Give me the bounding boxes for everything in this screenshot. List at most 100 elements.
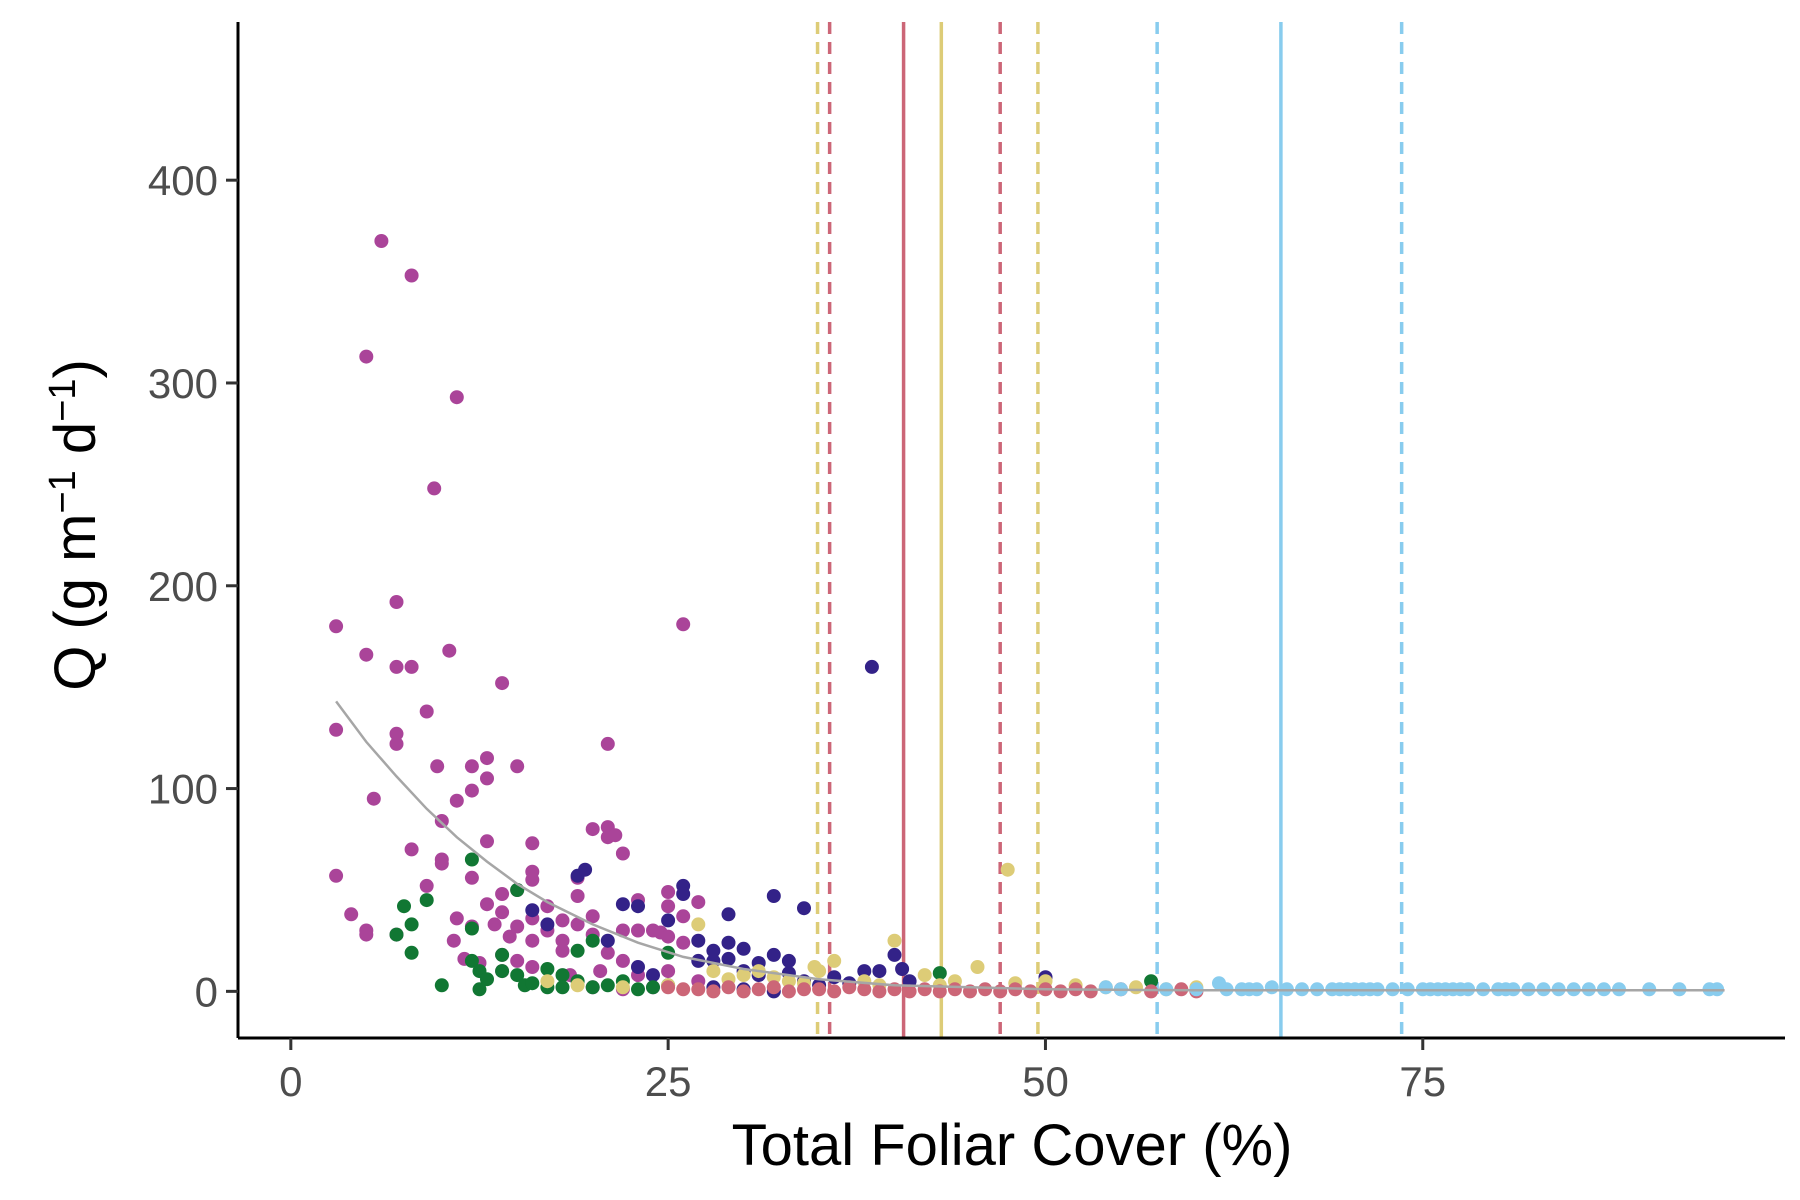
- data-point: [578, 862, 593, 877]
- data-point: [970, 960, 985, 974]
- data-point: [404, 917, 419, 932]
- data-point: [706, 964, 721, 979]
- data-point: [555, 980, 570, 995]
- y-tick-label: 200: [148, 563, 218, 610]
- data-point: [797, 982, 811, 997]
- fit-curve: [335, 700, 1725, 992]
- data-point: [389, 927, 404, 942]
- data-point: [570, 943, 585, 958]
- data-point: [502, 929, 517, 944]
- data-point: [751, 982, 766, 997]
- data-point: [446, 933, 461, 948]
- data-point: [344, 907, 359, 922]
- data-point: [902, 984, 917, 999]
- data-point: [1144, 984, 1159, 999]
- data-point: [555, 943, 570, 958]
- data-point: [495, 887, 510, 901]
- x-axis-title: Total Foliar Cover (%): [732, 1113, 1293, 1178]
- data-point: [676, 617, 691, 632]
- data-point: [887, 947, 902, 962]
- data-point: [1023, 984, 1038, 999]
- data-point: [525, 976, 540, 991]
- data-point: [887, 933, 902, 948]
- data-point: [464, 783, 479, 798]
- data-point: [464, 759, 479, 774]
- data-point: [585, 980, 600, 995]
- x-tick-label: 25: [645, 1058, 692, 1105]
- data-point: [464, 870, 479, 885]
- data-point: [1053, 984, 1068, 999]
- data-point: [895, 962, 910, 976]
- data-point: [585, 909, 600, 924]
- data-point: [615, 953, 630, 968]
- data-point: [570, 889, 585, 903]
- data-point: [864, 659, 879, 674]
- data-point: [766, 947, 781, 962]
- data-point: [585, 822, 600, 837]
- data-point: [812, 982, 827, 997]
- data-point: [480, 834, 494, 849]
- data-point: [510, 953, 525, 968]
- data-point: [389, 736, 404, 751]
- data-point: [525, 960, 540, 974]
- data-point: [555, 913, 570, 928]
- data-point: [646, 968, 660, 983]
- data-point: [472, 982, 487, 997]
- data-point: [495, 947, 510, 962]
- data-point: [661, 980, 676, 995]
- data-point: [495, 676, 510, 691]
- x-tick-label: 0: [279, 1058, 302, 1105]
- data-point: [721, 935, 736, 950]
- data-point: [608, 828, 623, 843]
- data-point: [570, 917, 585, 932]
- data-point: [389, 726, 404, 741]
- data-point: [495, 905, 510, 920]
- data-point: [797, 901, 811, 916]
- data-point: [510, 919, 525, 934]
- y-tick-label: 400: [148, 157, 218, 204]
- data-point: [1129, 980, 1143, 995]
- data-point: [872, 964, 887, 979]
- data-point: [766, 889, 781, 903]
- data-point: [781, 974, 796, 989]
- data-point: [736, 968, 751, 983]
- data-point: [631, 982, 645, 997]
- data-point: [661, 929, 676, 944]
- data-point: [593, 964, 608, 979]
- data-point: [857, 964, 872, 979]
- x-tick-label: 50: [1022, 1058, 1069, 1105]
- y-tick-label: 0: [195, 968, 218, 1015]
- data-point: [510, 759, 525, 774]
- data-point: [585, 933, 600, 948]
- x-axis-ticks: 0 25 50 75: [279, 1038, 1446, 1105]
- data-point: [721, 980, 736, 995]
- data-point: [615, 897, 630, 912]
- data-point: [1098, 980, 1113, 995]
- data-point: [947, 982, 962, 997]
- data-point: [872, 984, 887, 999]
- data-point: [480, 751, 494, 766]
- data-point: [404, 842, 419, 857]
- data-point: [480, 771, 494, 786]
- data-point: [842, 980, 857, 995]
- data-point: [419, 704, 434, 719]
- data-point: [419, 893, 434, 908]
- data-point: [555, 933, 570, 948]
- data-point: [404, 268, 419, 283]
- data-point: [419, 878, 434, 893]
- data-point: [691, 982, 706, 997]
- data-point: [449, 911, 464, 926]
- data-point: [917, 982, 932, 997]
- data-point: [615, 846, 630, 861]
- reference-lines: [815, 22, 1404, 1038]
- data-point: [404, 659, 419, 674]
- data-point: [487, 917, 502, 932]
- data-point: [917, 968, 932, 983]
- data-point: [932, 984, 947, 999]
- data-point: [540, 917, 555, 932]
- data-point: [449, 390, 464, 405]
- data-point: [1000, 862, 1015, 877]
- data-point: [676, 909, 691, 924]
- data-point: [781, 984, 796, 999]
